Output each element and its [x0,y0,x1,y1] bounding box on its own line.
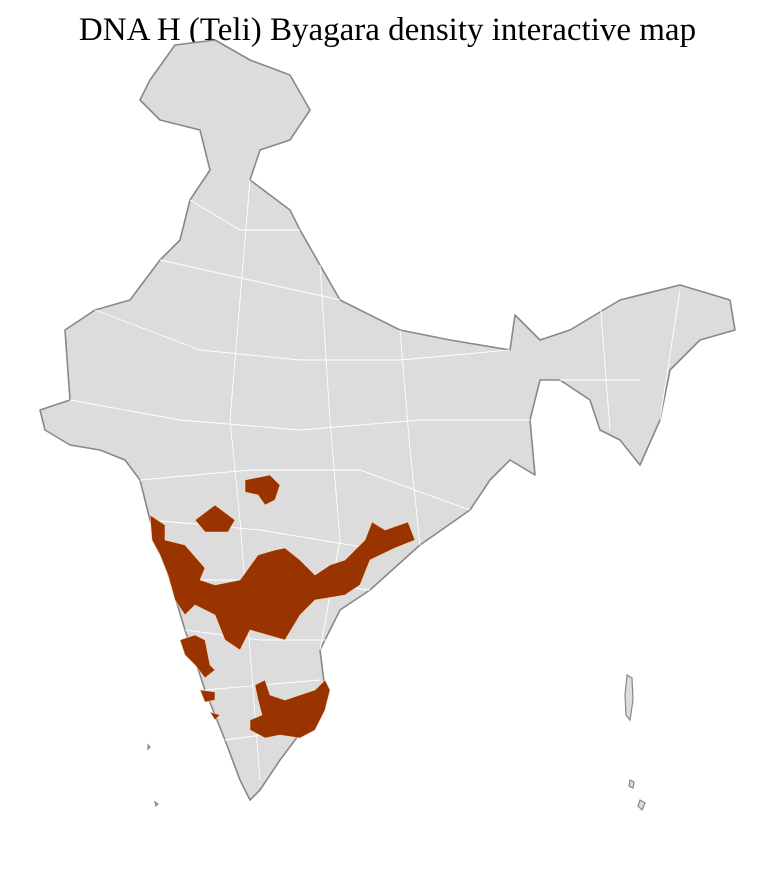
highlighted-districts [149,474,416,739]
district-highlight [199,689,216,703]
map-title: DNA H (Teli) Byagara density interactive… [78,12,697,48]
district-highlight [194,504,236,533]
islands [147,673,646,812]
district-highlight [244,474,281,506]
district-highlight [149,514,416,651]
district-highlight [179,634,216,679]
lakshadweep-islands [147,743,159,808]
district-highlight [249,679,331,739]
nicobar-islands [628,779,646,812]
andaman-islands [624,673,634,722]
district-highlight [209,711,221,721]
